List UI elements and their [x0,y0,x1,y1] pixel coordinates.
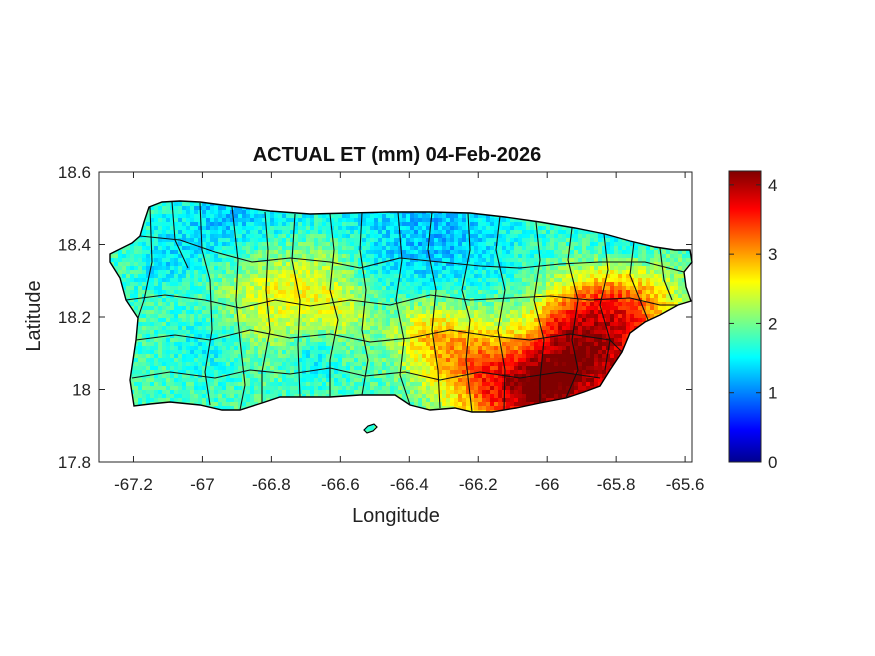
municipality-boundary [659,247,673,301]
x-tick-label: -66.8 [252,475,291,494]
x-tick-label: -66 [535,475,560,494]
colorbar-tick-label: 3 [768,245,777,264]
y-tick-label: 18 [72,381,91,400]
municipality-boundary [291,213,301,398]
municipality-boundary [495,215,506,411]
colorbar-gradient [728,170,762,463]
y-tick-label: 18.4 [58,236,91,255]
x-axis-label: Longitude [352,505,440,527]
y-tick-label: 17.8 [58,453,91,472]
municipality-boundary [139,235,685,273]
municipality-boundary [427,211,441,409]
x-axis-ticks: -67.2 -67 -66.8 -66.6 -66.4 -66.2 -66 -65.8 -65.… [114,172,704,494]
x-tick-label: -65.8 [597,475,636,494]
colorbar-tick-label: 1 [768,384,777,403]
colorbar-tick-label: 0 [768,453,777,472]
chart-title: ACTUAL ET (mm) 04-Feb-2026 [253,144,542,166]
x-tick-label: -67 [190,475,215,494]
municipality-boundary [629,241,649,321]
municipality-boundary [461,212,473,413]
municipality-boundary [125,294,678,309]
municipality-boundary [533,221,545,403]
y-tick-label: 18.2 [58,308,91,327]
municipality-boundary [231,206,246,411]
y-axis-ticks: 17.8 18 18.2 18.4 18.6 [58,163,692,472]
x-tick-label: -65.6 [666,475,705,494]
municipality-boundary [135,329,623,353]
municipality-boundary [199,202,213,406]
colorbar-tick-label: 4 [768,176,777,195]
municipality-boundary [137,206,153,319]
municipality-boundary [131,367,601,381]
municipality-boundary [359,212,369,396]
caja-de-muertos-outline [363,423,378,434]
municipality-boundary [329,213,339,397]
x-tick-label: -67.2 [114,475,153,494]
y-tick-label: 18.6 [58,163,91,182]
municipality-boundary [261,211,271,403]
x-tick-label: -66.2 [459,475,498,494]
colorbar-tick-label: 2 [768,314,777,333]
colorbar: 0 1 2 3 4 [728,170,777,472]
map-plot-area [98,171,693,463]
island-outlines [109,200,693,434]
municipality-boundary [599,233,611,371]
y-axis-label: Latitude [23,280,45,351]
municipality-boundary [395,211,411,406]
main-island-outline [109,200,693,413]
municipality-boundaries [125,201,685,413]
colorbar-ticks: 0 1 2 3 4 [729,176,777,472]
x-tick-label: -66.4 [390,475,429,494]
x-tick-label: -66.6 [321,475,360,494]
